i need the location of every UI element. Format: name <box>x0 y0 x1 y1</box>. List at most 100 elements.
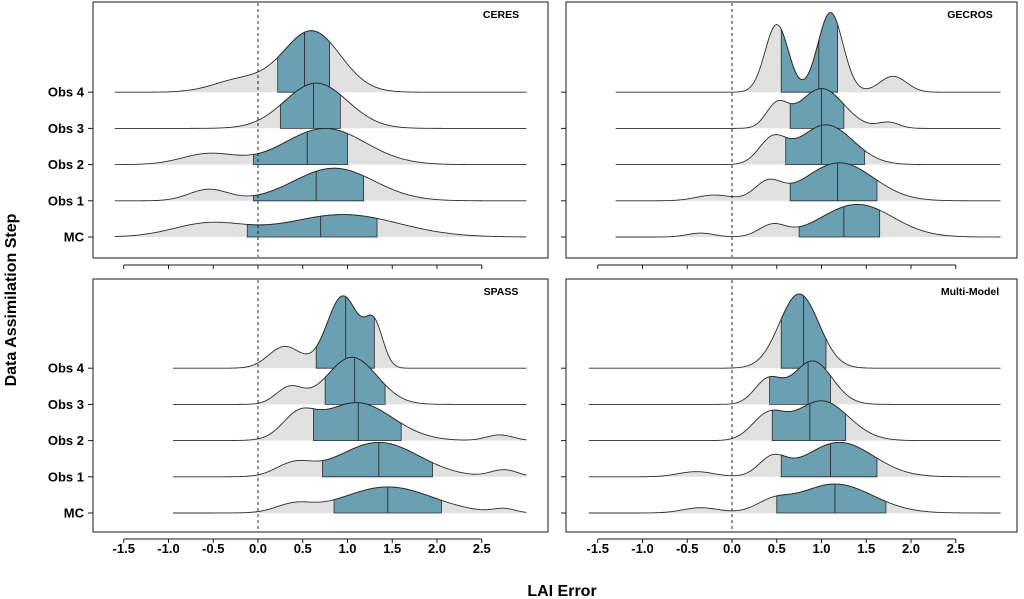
density-outline <box>114 82 527 129</box>
density-outline <box>615 124 1001 166</box>
ridge-obs-1 <box>114 167 527 202</box>
panel-title: CERES <box>483 9 519 21</box>
x-tick-label: -1.5 <box>113 541 135 556</box>
ridge-obs-3 <box>588 360 1001 405</box>
ridge-obs-4 <box>172 295 527 369</box>
ridge-obs-4 <box>615 12 1001 93</box>
y-tick-label: MC <box>64 506 85 521</box>
x-tick-label: -1.5 <box>587 541 609 556</box>
panel-title: Multi-Model <box>941 286 999 298</box>
density-outline <box>615 88 1001 129</box>
iqr-area <box>277 30 330 93</box>
density-outline <box>172 295 527 369</box>
ridge-obs-3 <box>615 88 1001 129</box>
density-outline <box>172 441 527 478</box>
y-tick-label: Obs 3 <box>48 397 84 412</box>
density-outline <box>114 30 527 93</box>
x-tick-label: -1.0 <box>157 541 179 556</box>
ridge-obs-1 <box>588 441 1001 478</box>
panel-frame <box>565 278 1018 533</box>
x-tick-label: 1.0 <box>812 541 830 556</box>
iqr-area <box>789 162 878 202</box>
iqr-area <box>313 402 402 441</box>
iqr-area <box>780 12 839 93</box>
y-tick-label: Obs 1 <box>48 193 84 208</box>
ridge-obs-2 <box>172 402 527 442</box>
iqr-area <box>253 167 365 202</box>
density-outline <box>588 400 1001 442</box>
x-axis-title: LAI Error <box>527 583 596 599</box>
ridge-obs-2 <box>588 400 1001 442</box>
x-tick-label: -0.5 <box>202 541 224 556</box>
panel-spass: SPASS MC Obs 1 Obs 2 Obs 3 Obs 4 -1.5 -1.0 -0.5 0… <box>48 278 549 556</box>
ridge-obs-4 <box>588 293 1001 369</box>
iqr-area <box>780 442 878 478</box>
ridge-obs-2 <box>114 127 527 166</box>
iqr-area <box>785 124 865 165</box>
y-tick-label: Obs 3 <box>48 121 84 136</box>
density-outline <box>615 203 1001 238</box>
x-tick-label: 2.0 <box>902 541 920 556</box>
ridge-obs-1 <box>615 162 1001 202</box>
ridge-obs-3 <box>172 356 527 405</box>
iqr-area <box>771 400 847 441</box>
y-tick-label: Obs 2 <box>48 157 84 172</box>
x-tick-label: 2.5 <box>947 541 965 556</box>
ridge-obs-4 <box>114 30 527 93</box>
x-tick-label: 0.0 <box>723 541 741 556</box>
iqr-area <box>322 442 433 478</box>
iqr-area <box>798 204 881 238</box>
ridge-mc <box>615 203 1001 238</box>
panel-frame <box>92 1 549 259</box>
density-outline <box>588 360 1001 405</box>
density-outline <box>114 127 527 166</box>
ridge-obs-2 <box>615 124 1001 166</box>
density-outline <box>114 167 527 202</box>
density-outline <box>172 356 527 405</box>
ridge-obs-1 <box>172 441 527 478</box>
panel-ceres: CERES MC Obs 1 Obs 2 Obs 3 Obs 4 <box>48 1 549 269</box>
x-tick-label: 0.0 <box>249 541 267 556</box>
density-outline <box>172 402 527 442</box>
density-outline <box>615 162 1001 202</box>
x-tick-label: -1.0 <box>631 541 653 556</box>
ridge-obs-3 <box>114 82 527 129</box>
ridges <box>172 295 527 514</box>
density-outline <box>588 483 1001 514</box>
panel-title: SPASS <box>484 286 519 298</box>
y-axis-title: Data Assimilation Step <box>3 213 20 386</box>
x-tick-label: -0.5 <box>676 541 698 556</box>
y-tick-label: MC <box>64 230 85 245</box>
panel-gecros: GECROS <box>561 1 1018 269</box>
iqr-area <box>253 127 348 165</box>
iqr-area <box>776 483 887 514</box>
density-outline <box>588 441 1001 478</box>
iqr-area <box>789 88 845 129</box>
density-outline <box>114 214 527 238</box>
ridges <box>114 30 527 238</box>
y-tick-label: Obs 1 <box>48 469 84 484</box>
ridge-mc <box>172 486 527 514</box>
y-tick-label: Obs 4 <box>48 85 85 100</box>
panel-title: GECROS <box>947 9 993 21</box>
ridges <box>588 293 1001 514</box>
x-tick-label: 1.0 <box>338 541 356 556</box>
x-tick-label: 0.5 <box>294 541 312 556</box>
panel-multi-model: Multi-Model -1.5 -1.0 -0.5 0.0 0.5 1.0 1.5 2.0 2.… <box>561 278 1018 556</box>
panel-frame <box>565 1 1018 259</box>
x-tick-label: 2.0 <box>428 541 446 556</box>
density-outline <box>615 12 1001 93</box>
x-tick-label: 0.5 <box>768 541 786 556</box>
ridge-mc <box>114 214 527 238</box>
x-tick-label: 2.5 <box>473 541 491 556</box>
panel-frame <box>92 278 549 533</box>
x-tick-label: 1.5 <box>383 541 401 556</box>
y-tick-label: Obs 2 <box>48 433 84 448</box>
panels: CERES MC Obs 1 Obs 2 Obs 3 Obs 4 GECROS SPASS MC… <box>48 1 1018 556</box>
density-outline <box>588 293 1001 369</box>
ridges <box>615 12 1001 238</box>
y-tick-label: Obs 4 <box>48 361 85 376</box>
x-tick-label: 1.5 <box>857 541 875 556</box>
density-area <box>615 204 1001 237</box>
